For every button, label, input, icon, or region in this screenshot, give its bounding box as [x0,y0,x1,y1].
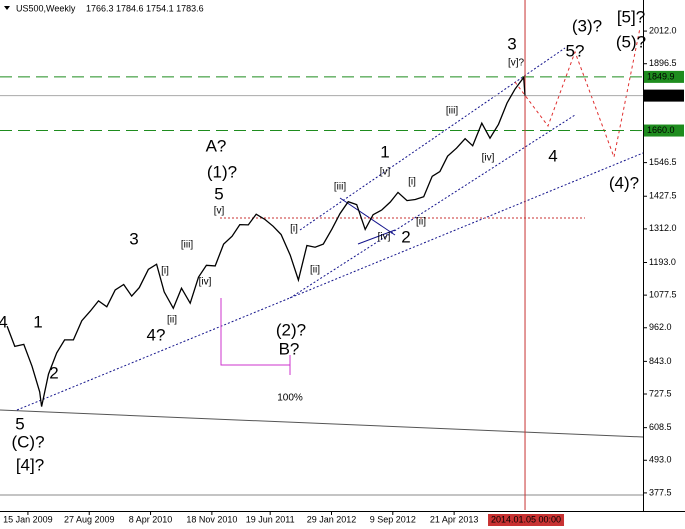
wave-label: 100% [277,393,303,404]
level-label-box [644,124,684,137]
wave-label: [iv] [199,277,212,288]
wave-label: [i] [408,177,416,188]
y-tick-label: 1077.5 [649,289,677,299]
wave-label: [ii] [416,217,426,228]
x-tick-label: 18 Nov 2010 [186,514,237,524]
wave-label: [v] [214,206,225,217]
wave-label: (2)? [276,320,306,339]
x-tick-label: 27 Aug 2009 [64,514,115,524]
wedge-line [357,229,396,245]
y-tick-label: 1427.5 [649,191,677,201]
time-bracket [220,298,290,366]
y-tick-label: 962.0 [649,322,672,332]
x-tick-label: 8 Apr 2010 [129,514,173,524]
wave-label: (5)? [616,32,646,51]
wave-label: 1 [33,312,42,331]
wave-label: [iii] [446,106,458,117]
price-label: 1783.6 [647,90,675,100]
wave-label: [iv] [378,232,391,243]
trend-line [16,152,644,411]
y-tick-label: 1896.5 [649,58,677,68]
channel-line [299,47,566,231]
wave-label: 5 [214,184,223,203]
trend-line [0,409,644,438]
level-label: 1849.9 [647,71,675,81]
cursor-label-box [488,514,565,526]
wave-label: A? [206,136,227,155]
cursor-label: 2014.01.05 00:00 [491,514,561,524]
x-tick-label: 19 Jun 2011 [246,514,295,524]
wave-label: [v] [380,167,391,178]
x-tick-label: 29 Jan 2012 [307,514,357,524]
wave-label: 1 [380,142,389,161]
wave-label: [v]? [508,58,525,69]
y-tick-label: 493.0 [649,455,672,465]
wave-label: [ii] [167,315,177,326]
wave-label: 5? [566,41,585,60]
y-tick-label: 377.5 [649,487,672,497]
wave-label: 5 [15,414,24,433]
y-tick-label: 843.0 [649,356,672,366]
wave-label: 3 [129,229,138,248]
level-label: 1660.0 [647,125,675,135]
wedge-line [339,197,396,236]
wave-label: 2 [401,227,410,246]
wave-label: (1)? [207,162,237,181]
wave-label: 4 [0,312,8,331]
chart-title: US500,Weekly [16,3,76,13]
ohlc-readout: 1766.3 1784.6 1754.1 1783.6 [86,3,204,13]
x-tick-label: 15 Jan 2009 [3,514,53,524]
price-label-box [644,89,684,102]
wave-label: [4]? [16,455,44,474]
wave-label: 2 [49,363,58,382]
wave-label: [ii] [310,265,320,276]
wave-label: B? [279,339,300,358]
wave-label: [iv] [482,153,495,164]
wave-label: [5]? [617,7,645,26]
wave-label: (3)? [572,16,602,35]
wave-label: [i] [290,224,298,235]
wave-label: [iii] [334,182,346,193]
y-tick-label: 2012.0 [649,25,677,35]
wave-label: [iii] [181,240,193,251]
price-series [6,75,526,407]
projection-path [514,27,641,159]
y-tick-label: 608.5 [649,422,672,432]
wave-label: [i] [161,266,169,277]
y-tick-label: 727.5 [649,388,672,398]
x-tick-label: 9 Sep 2012 [370,514,416,524]
wave-label: 4? [147,325,166,344]
wave-label: 4 [548,146,557,165]
y-tick-label: 1546.5 [649,157,677,167]
level-label-box [644,70,684,83]
y-tick-label: 1312.0 [649,223,677,233]
wave-label: (4)? [609,173,639,192]
wave-label: (C)? [11,432,44,451]
channel-line [289,114,576,299]
menu-arrow[interactable] [4,6,10,10]
wave-label: 3 [507,34,516,53]
y-tick-label: 1193.0 [649,257,676,267]
x-tick-label: 21 Apr 2013 [430,514,479,524]
